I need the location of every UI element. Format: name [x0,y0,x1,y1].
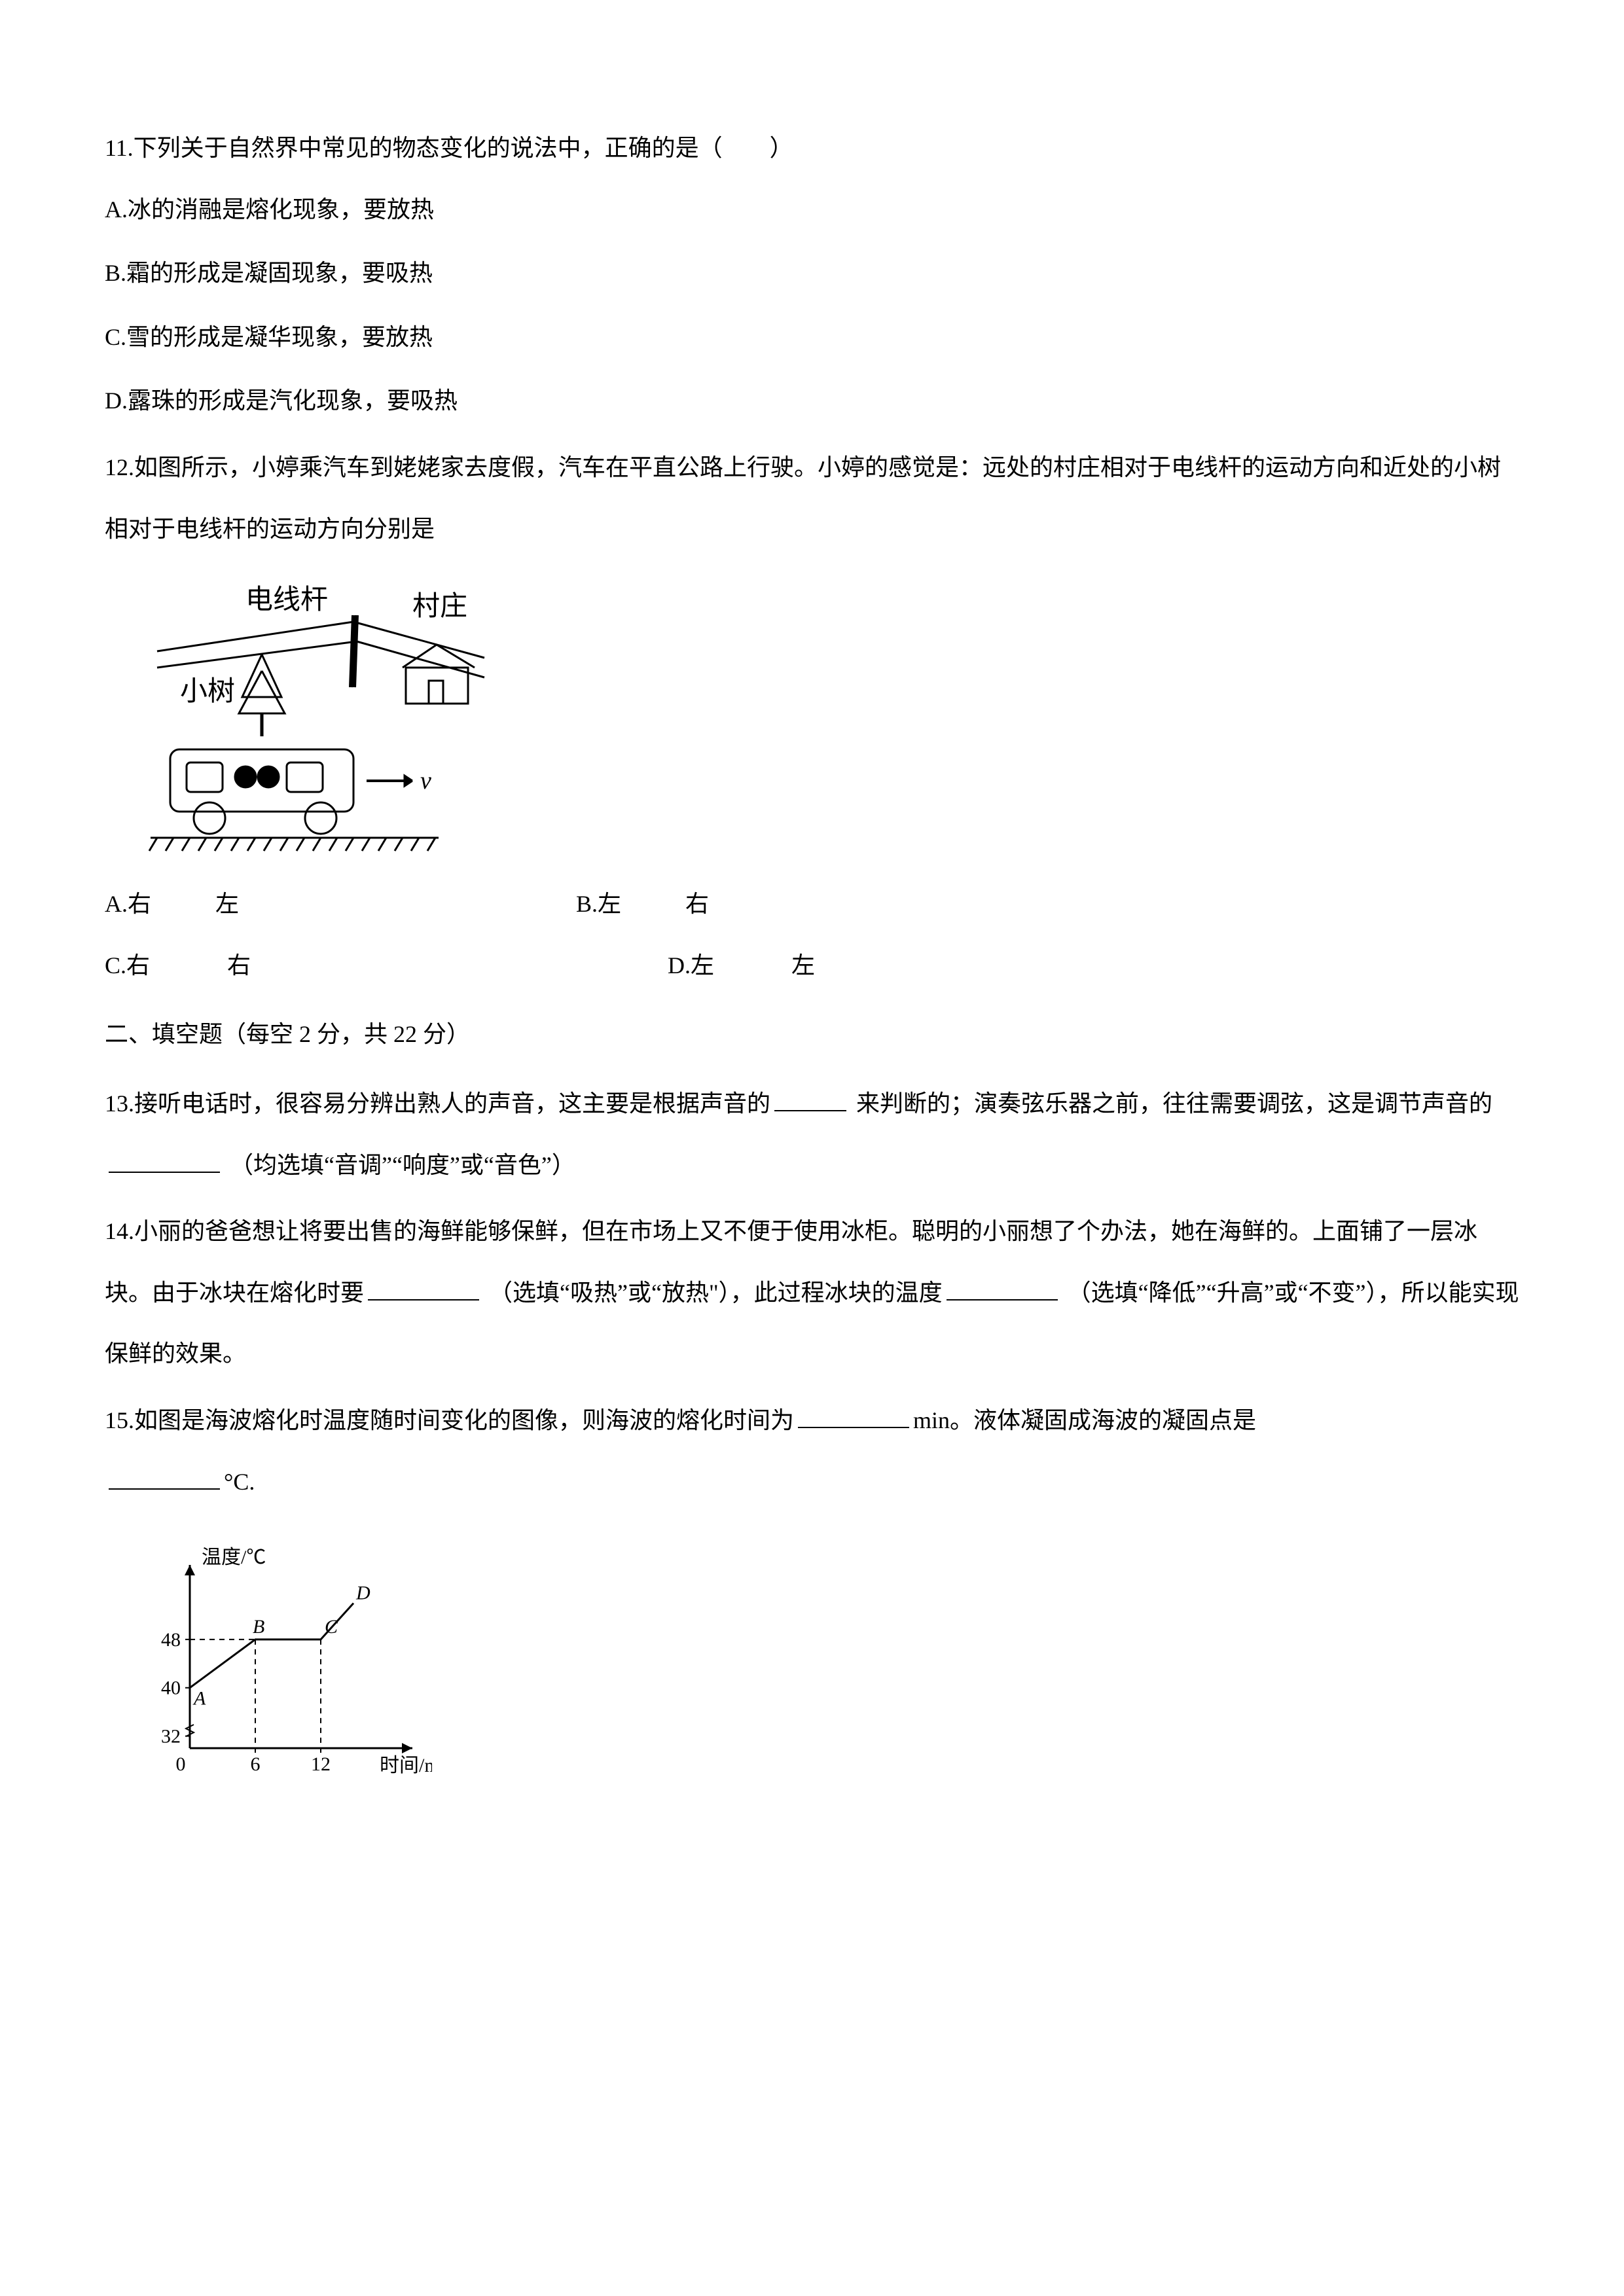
svg-text:温度/℃: 温度/℃ [202,1547,266,1568]
svg-text:C: C [325,1616,338,1638]
question-11: 11.下列关于自然界中常见的物态变化的说法中，正确的是（ ） A.冰的消融是熔化… [105,118,1519,432]
q15-blank1 [798,1400,909,1428]
q12-options-row2: C.右 右 D.左 左 [105,935,1519,997]
question-14: 14.小丽的爸爸想让将要出售的海鲜能够保鲜，但在市场上又不便于使用冰柜。聪明的小… [105,1201,1519,1385]
svg-text:时间/min: 时间/min [380,1755,432,1776]
q13-p1: 13.接听电话时，很容易分辨出熟人的声音，这主要是根据声音的 [105,1090,770,1117]
q11-stem: 11.下列关于自然界中常见的物态变化的说法中，正确的是（ ） [105,118,1519,179]
q12-a-pre: A.右 [105,891,151,917]
q13-blank2 [109,1144,220,1172]
svg-text:48: 48 [161,1629,181,1651]
svg-text:40: 40 [161,1677,181,1699]
q12-a-post: 左 [215,891,239,917]
q12-b-post: 右 [685,891,709,917]
q12-c-pre: C.右 [105,952,150,978]
svg-text:A: A [192,1688,206,1710]
question-13: 13.接听电话时，很容易分辨出熟人的声音，这主要是根据声音的 来判断的；演奏弦乐… [105,1073,1519,1196]
svg-text:B: B [253,1616,264,1638]
q11-opt-b: B.霜的形成是凝固现象，要吸热 [105,243,1519,304]
q12-b-pre: B.左 [576,891,621,917]
question-15: 15.如图是海波熔化时温度随时间变化的图像，则海波的熔化时间为 min。液体凝固成… [105,1390,1519,1513]
q11-opt-d: D.露珠的形成是汽化现象，要吸热 [105,370,1519,432]
q14-blank2 [947,1272,1058,1300]
svg-text:6: 6 [251,1753,261,1775]
q13-p3: （均选填“音调”“响度”或“音色”） [224,1152,575,1178]
label-tree: 小树 [180,677,235,707]
svg-text:32: 32 [161,1726,181,1748]
q12-d-post: 左 [791,952,815,978]
q12-d-pre: D.左 [668,952,714,978]
q12-figure: 电线杆 村庄 小树 v [131,579,1519,861]
label-pole: 电线杆 [245,585,328,615]
section-2-title: 二、填空题（每空 2 分，共 22 分） [105,1004,1519,1066]
q11-opt-a: A.冰的消融是熔化现象，要放热 [105,179,1519,241]
q15-blank2 [109,1461,220,1489]
q14-blank1 [368,1272,479,1300]
q14-p2: （选填“吸热”或“放热"），此过程冰块的温度 [483,1280,943,1306]
label-village: 村庄 [412,591,467,622]
q15-p1: 15.如图是海波熔化时温度随时间变化的图像，则海波的熔化时间为 [105,1407,794,1433]
q12-c-post: 右 [227,952,251,978]
q15-p2: min。液体凝固成海波的凝固点是 [913,1407,1256,1433]
q13-blank1 [774,1083,846,1111]
q13-p2: 来判断的；演奏弦乐器之前，往往需要调弦，这是调节声音的 [850,1090,1492,1117]
q15-chart: 32 40 48 0 6 12 A B CD 温度/℃ 时间/min [131,1539,1519,1811]
svg-text:D: D [355,1583,370,1604]
q11-opt-c: C.雪的形成是凝华现象，要放热 [105,307,1519,368]
label-v: v [420,767,431,795]
q12-options-row1: A.右 左 B.左 右 [105,874,1519,935]
question-12: 12.如图所示，小婷乘汽车到姥姥家去度假，汽车在平直公路上行驶。小婷的感觉是：远… [105,437,1519,996]
svg-text:0: 0 [176,1753,186,1775]
q15-p3: °C. [224,1469,255,1495]
q12-stem: 12.如图所示，小婷乘汽车到姥姥家去度假，汽车在平直公路上行驶。小婷的感觉是：远… [105,437,1519,560]
svg-text:12: 12 [311,1753,331,1775]
